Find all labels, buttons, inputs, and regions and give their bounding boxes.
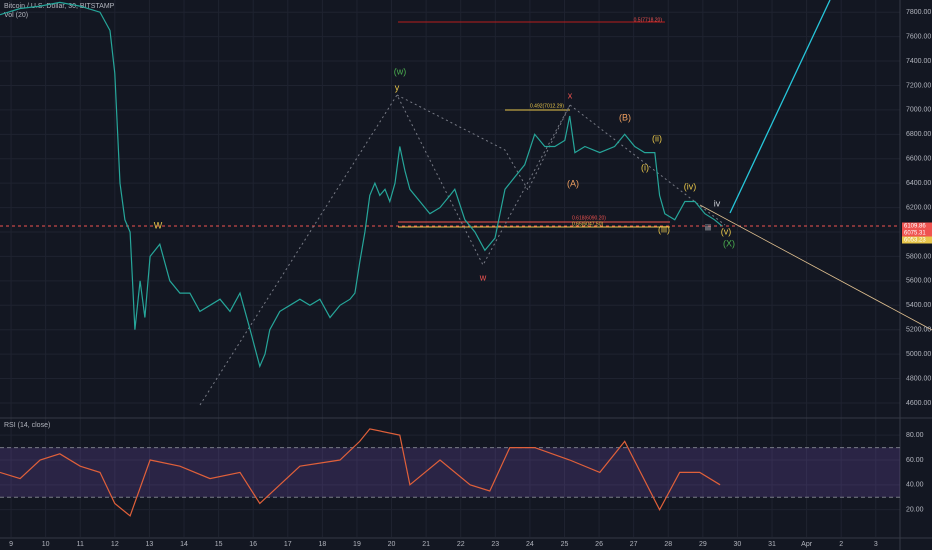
x-tick-label: 15 <box>215 541 223 548</box>
x-tick-label: 20 <box>388 541 396 548</box>
x-tick-label: 24 <box>526 541 534 548</box>
wave-label: x <box>568 90 573 100</box>
y-tick-label: 80.00 <box>906 432 924 439</box>
x-tick-label: 2 <box>839 541 843 548</box>
price-line <box>0 1 723 369</box>
y-tick-label: 7000.00 <box>906 107 931 114</box>
x-tick-label: 21 <box>422 541 430 548</box>
price-tag-label: 6109.86 <box>904 224 926 230</box>
wave-label: (ii) <box>652 133 662 143</box>
wave-label: (i) <box>641 162 649 172</box>
x-tick-label: 29 <box>699 541 707 548</box>
wave-label: iv <box>714 198 721 208</box>
chart-subtitle: Vol (20) <box>4 12 28 19</box>
wave-label: (B) <box>619 112 631 122</box>
wave-label: w <box>479 272 487 282</box>
x-tick-label: 23 <box>491 541 499 548</box>
wave-label: 0.5(7718.20) <box>634 17 663 23</box>
y-tick-label: 6600.00 <box>906 156 931 163</box>
y-tick-label: 7200.00 <box>906 82 931 89</box>
price-tag <box>902 222 932 230</box>
x-tick-label: 31 <box>768 541 776 548</box>
y-tick-label: 20.00 <box>906 507 924 514</box>
y-tick-label: 40.00 <box>906 482 924 489</box>
wave-path <box>396 94 571 192</box>
y-tick-label: 5200.00 <box>906 327 931 334</box>
wave-label: (X) <box>723 238 735 248</box>
price-tag-label: 6053.23 <box>904 238 926 244</box>
x-tick-label: 11 <box>77 541 84 548</box>
wave-label: 0.65(6047.50) <box>572 221 603 227</box>
wave-label: (iii) <box>658 224 670 234</box>
wave-label: (w) <box>394 66 407 76</box>
x-tick-label: 13 <box>146 541 154 548</box>
wave-label: y <box>395 82 400 92</box>
x-tick-label: 10 <box>42 541 50 548</box>
y-tick-label: 4600.00 <box>906 400 931 407</box>
wave-label: (A) <box>567 178 579 188</box>
y-tick-label: 5600.00 <box>906 278 931 285</box>
y-tick-label: 6800.00 <box>906 131 931 138</box>
rsi-title: RSI (14, close) <box>4 422 50 429</box>
price-tag <box>902 236 932 244</box>
price-tag <box>902 229 932 237</box>
y-tick-label: 7800.00 <box>906 9 931 16</box>
wave-label: W <box>154 220 163 230</box>
x-tick-label: 16 <box>249 541 257 548</box>
y-tick-label: 7400.00 <box>906 58 931 65</box>
x-tick-label: 19 <box>353 541 361 548</box>
y-tick-label: 5800.00 <box>906 253 931 260</box>
x-tick-label: 27 <box>630 541 638 548</box>
wave-label: (v) <box>721 226 732 236</box>
trend-line <box>699 204 932 331</box>
x-tick-label: 22 <box>457 541 465 548</box>
x-tick-label: 28 <box>664 541 672 548</box>
wave-label: iii <box>705 222 711 232</box>
x-tick-label: 26 <box>595 541 603 548</box>
y-tick-label: 6200.00 <box>906 204 931 211</box>
trend-line <box>729 0 831 214</box>
x-tick-label: 30 <box>734 541 742 548</box>
y-tick-label: 5400.00 <box>906 302 931 309</box>
x-tick-label: 3 <box>874 541 878 548</box>
x-tick-label: 9 <box>9 541 13 548</box>
x-tick-label: 12 <box>111 541 119 548</box>
wave-label: 0.618(6090.20) <box>572 215 606 221</box>
wave-path <box>199 93 726 406</box>
x-tick-label: 14 <box>180 541 188 548</box>
y-tick-label: 4800.00 <box>906 375 931 382</box>
price-line <box>0 428 721 517</box>
x-tick-label: 18 <box>318 541 326 548</box>
y-tick-label: 7600.00 <box>906 33 931 40</box>
price-tag-label: 6075.31 <box>904 231 926 237</box>
x-tick-label: 17 <box>284 541 292 548</box>
wave-label: 0.492(7012.29) <box>530 103 564 109</box>
rsi-band <box>0 447 900 498</box>
y-tick-label: 6400.00 <box>906 180 931 187</box>
chart-title: Bitcoin / U.S. Dollar, 30, BITSTAMP <box>4 3 115 10</box>
x-tick-label: 25 <box>561 541 569 548</box>
y-tick-label: 60.00 <box>906 457 924 464</box>
y-tick-label: 5000.00 <box>906 351 931 358</box>
x-tick-label: Apr <box>801 541 813 548</box>
wave-label: (iv) <box>684 181 697 191</box>
